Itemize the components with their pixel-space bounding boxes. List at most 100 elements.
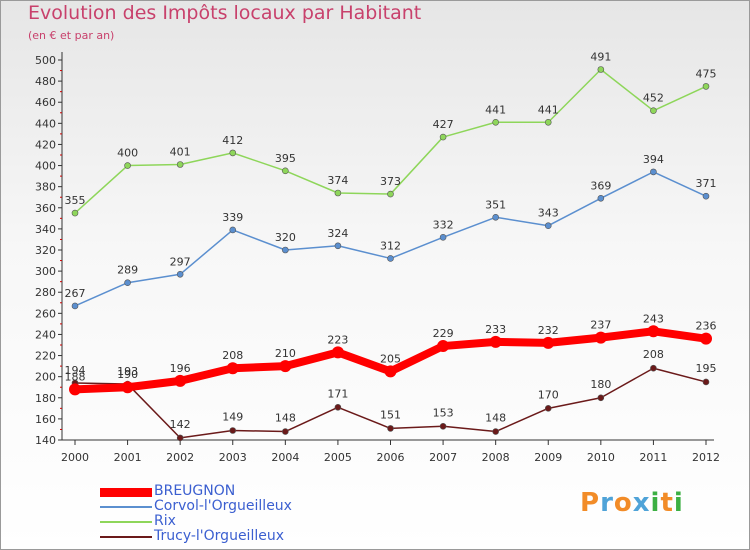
data-label: 180 — [590, 378, 611, 391]
data-point — [279, 360, 292, 373]
data-label: 233 — [485, 323, 506, 336]
x-tick-label: 2003 — [219, 451, 247, 464]
data-point — [334, 242, 342, 250]
y-tick-label: 360 — [35, 202, 56, 215]
data-label: 373 — [380, 175, 401, 188]
y-tick-label: 320 — [35, 244, 56, 257]
data-point — [702, 192, 710, 200]
data-label: 210 — [275, 347, 296, 360]
data-label: 355 — [65, 194, 86, 207]
logo-letter: i — [673, 488, 684, 518]
data-label: 171 — [327, 387, 348, 400]
y-tick-label: 160 — [35, 413, 56, 426]
y-tick-label: 460 — [35, 96, 56, 109]
logo-letter: i — [650, 488, 661, 518]
data-point — [437, 340, 450, 353]
y-tick-label: 200 — [35, 371, 56, 384]
legend-label: Corvol-l'Orgueilleux — [154, 498, 292, 514]
data-point — [71, 302, 79, 310]
y-tick-label: 280 — [35, 286, 56, 299]
data-label: 339 — [222, 211, 243, 224]
data-label: 190 — [117, 368, 138, 381]
x-tick-label: 2009 — [534, 451, 562, 464]
data-point — [387, 425, 394, 432]
data-point — [331, 346, 344, 359]
logo-letter: r — [600, 488, 614, 518]
data-point — [702, 83, 710, 90]
logo-letter: P — [580, 488, 601, 518]
data-point — [69, 383, 81, 396]
y-tick-label: 220 — [35, 350, 56, 363]
data-point — [334, 403, 342, 411]
x-tick-label: 2006 — [377, 451, 405, 464]
data-point — [647, 325, 660, 338]
data-label: 452 — [643, 92, 664, 105]
data-label: 427 — [433, 118, 454, 131]
data-label: 332 — [433, 218, 454, 231]
logo-letter: o — [613, 488, 633, 518]
y-tick-label: 400 — [35, 160, 56, 173]
data-label: 205 — [380, 352, 401, 365]
y-tick-label: 500 — [35, 54, 56, 67]
proxiti-logo: Proxiti — [580, 488, 684, 518]
data-point — [176, 434, 184, 442]
x-tick-label: 2010 — [587, 451, 615, 464]
data-point — [387, 190, 394, 198]
data-point — [544, 405, 552, 412]
data-label: 232 — [538, 324, 559, 337]
data-label: 491 — [590, 51, 611, 64]
legend-swatch — [100, 536, 152, 538]
data-point — [174, 374, 187, 387]
page-subtitle: (en € et par an) — [28, 29, 115, 42]
data-point — [597, 194, 605, 202]
y-tick-label: 140 — [35, 434, 56, 447]
y-tick-label: 180 — [35, 392, 56, 405]
data-label: 229 — [433, 327, 454, 340]
data-label: 170 — [538, 388, 559, 401]
data-point — [439, 422, 447, 430]
data-label: 297 — [170, 255, 191, 268]
data-point — [282, 246, 289, 254]
data-point — [544, 118, 552, 126]
data-label: 441 — [538, 103, 559, 116]
data-label: 153 — [433, 406, 454, 419]
data-point — [650, 107, 657, 114]
data-label: 208 — [222, 349, 243, 362]
data-point — [702, 378, 710, 386]
data-label: 236 — [696, 320, 717, 333]
data-label: 237 — [590, 319, 611, 332]
data-label: 151 — [380, 408, 401, 421]
y-tick-label: 240 — [35, 328, 56, 341]
x-tick-label: 2002 — [166, 451, 194, 464]
data-point — [542, 336, 555, 349]
data-label: 343 — [538, 207, 559, 220]
data-label: 412 — [222, 134, 243, 147]
data-point — [439, 133, 447, 141]
data-point — [492, 118, 499, 126]
data-point — [71, 209, 79, 217]
legend-label: Rix — [154, 513, 176, 529]
data-point — [597, 394, 605, 402]
data-label: 320 — [275, 231, 296, 244]
data-label: 374 — [327, 174, 348, 187]
data-point — [282, 167, 289, 175]
data-label: 195 — [696, 362, 717, 375]
data-label: 324 — [327, 227, 348, 240]
x-tick-label: 2012 — [692, 451, 720, 464]
x-tick-label: 2000 — [61, 451, 89, 464]
legend-swatch — [100, 488, 152, 497]
data-point — [121, 381, 134, 394]
x-tick-label: 2011 — [639, 451, 667, 464]
y-tick-label: 420 — [35, 138, 56, 151]
data-point — [229, 226, 237, 234]
x-tick-label: 2008 — [482, 451, 510, 464]
data-label: 194 — [65, 364, 86, 377]
y-tick-label: 300 — [35, 265, 56, 278]
x-tick-label: 2007 — [429, 451, 457, 464]
data-label: 208 — [643, 348, 664, 361]
data-label: 371 — [696, 177, 717, 190]
x-tick-label: 2001 — [114, 451, 142, 464]
data-label: 401 — [170, 146, 191, 159]
data-point — [492, 213, 499, 221]
data-label: 395 — [275, 152, 296, 165]
